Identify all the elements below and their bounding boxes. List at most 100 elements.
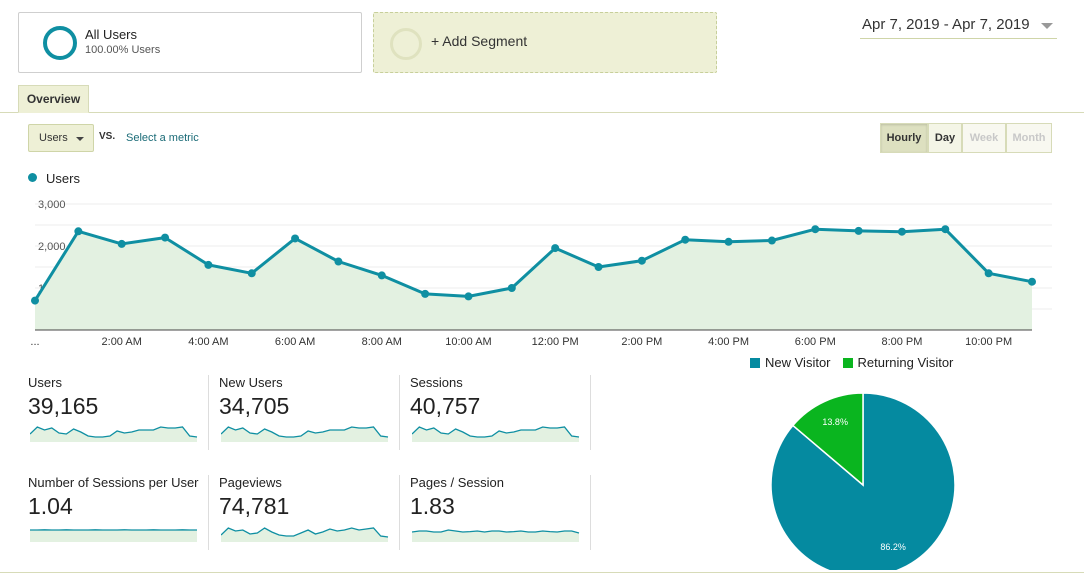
sparkline-area [30,427,197,442]
x-tick-label: ... [30,336,39,348]
users-point[interactable] [464,292,473,301]
users-line [33,227,1033,302]
sparkline-line [412,529,580,534]
new-visitor-swatch [750,357,760,368]
tile-divider [399,475,400,550]
metric-tile-value: 1.83 [410,493,455,519]
tile-divider [208,375,209,450]
metric-tile-value: 34,705 [219,393,290,419]
x-tick-label: 10:00 AM [445,336,491,348]
period-day-button[interactable]: Day [928,123,962,153]
metric-tile-label: Number of Sessions per User [28,475,199,490]
users-point[interactable] [507,284,516,292]
users-point[interactable] [334,257,343,266]
metric-tile[interactable]: Users 39,165 [28,375,208,450]
period-week-button[interactable]: Week [962,123,1006,153]
users-point[interactable] [594,263,603,271]
metric-tile[interactable]: Pages / Session 1.83 [410,475,590,550]
users-point[interactable] [247,269,256,278]
pie-slice-new-visitor[interactable] [770,392,956,570]
segment-ring-icon [43,26,77,60]
period-selector: Hourly Day Week Month [880,123,1052,153]
users-point[interactable] [854,226,863,235]
metric-sparkline [221,426,389,442]
tab-divider [0,112,1084,113]
users-point[interactable] [117,239,126,248]
x-tick-label: 6:00 PM [795,336,836,348]
users-point[interactable] [637,256,646,265]
x-tick-label: 12:00 PM [532,336,579,348]
x-tick-label: 8:00 AM [362,336,402,348]
metric-sparkline [412,426,580,442]
visitor-pie-chart[interactable]: 86.2% 13.8% [760,380,965,570]
caret-down-icon [76,137,84,141]
users-point[interactable] [811,225,820,234]
users-point[interactable] [681,235,690,244]
metric-sparkline [30,426,198,442]
metric-sparkline [30,529,197,542]
tile-divider [590,375,591,450]
sparkline-line [221,426,389,438]
metric-tile-value: 39,165 [28,393,99,419]
metric-tile[interactable]: Sessions 40,757 [410,375,590,450]
users-point[interactable] [291,234,300,243]
x-tick-label: 8:00 PM [881,336,922,348]
users-point[interactable] [204,260,213,269]
pie-slice-returning-visitor[interactable] [791,392,864,487]
users-point[interactable] [1028,277,1036,286]
metric-tile-value: 74,781 [219,493,290,519]
users-point[interactable] [941,225,950,234]
chevron-down-icon [1041,23,1053,29]
metric-tile[interactable]: Pageviews 74,781 [219,475,399,550]
users-point[interactable] [984,269,993,278]
returning-visitor-label: Returning Visitor [857,355,954,370]
tab-overview[interactable]: Overview [18,85,89,113]
metric-sparkline [412,529,580,542]
select-metric-link[interactable]: Select a metric [126,132,199,144]
metric-select[interactable]: Users [28,124,94,152]
sparkline-area [221,427,388,442]
period-hourly-button[interactable]: Hourly [880,123,928,153]
segment-all-users[interactable]: All Users 100.00% Users [18,12,362,73]
vs-label: VS. [99,131,116,142]
metric-sparkline [221,527,389,542]
sparkline-area [221,528,388,542]
legend-users-label: Users [46,171,80,186]
add-segment-label: + Add Segment [431,33,528,49]
y-tick-label: 2,000 [38,241,66,253]
segment-percentage: 100.00% Users [85,44,161,56]
metric-tile[interactable]: Number of Sessions per User 1.04 [28,475,208,550]
tile-divider [590,475,591,550]
pie-legend-returning-visitor: Returning Visitor [842,355,954,370]
metric-tile-label: Users [28,375,62,390]
y-tick-label: 3,000 [38,199,66,211]
metric-tile-label: Sessions [410,375,463,390]
x-tick-label: 2:00 AM [102,336,142,348]
date-range-picker[interactable]: Apr 7, 2019 - Apr 7, 2019 [860,14,1057,39]
users-point[interactable] [551,244,560,253]
sparkline-line [412,426,580,438]
period-month-button[interactable]: Month [1006,123,1052,153]
metric-tile-label: Pageviews [219,475,282,490]
users-point[interactable] [421,289,430,298]
new-visitor-label: New Visitor [765,355,831,370]
users-point[interactable] [377,271,386,280]
metric-select-value: Users [39,132,68,144]
users-point[interactable] [74,227,83,236]
users-point[interactable] [897,227,906,236]
pie-legend-new-visitor: New Visitor [750,355,831,370]
sparkline-line [221,527,389,538]
users-point[interactable] [31,296,39,305]
users-point[interactable] [767,236,776,245]
users-point[interactable] [724,237,733,246]
segment-name: All Users [85,27,138,42]
add-segment-button[interactable]: + Add Segment [373,12,717,73]
x-tick-label: 4:00 PM [708,336,749,348]
x-tick-label: 2:00 PM [621,336,662,348]
users-point[interactable] [161,233,170,242]
legend-users-dot [28,173,37,182]
returning-visitor-swatch [842,357,853,368]
metric-tile[interactable]: New Users 34,705 [219,375,399,450]
pie-label-new-visitor: 86.2% [880,542,906,552]
